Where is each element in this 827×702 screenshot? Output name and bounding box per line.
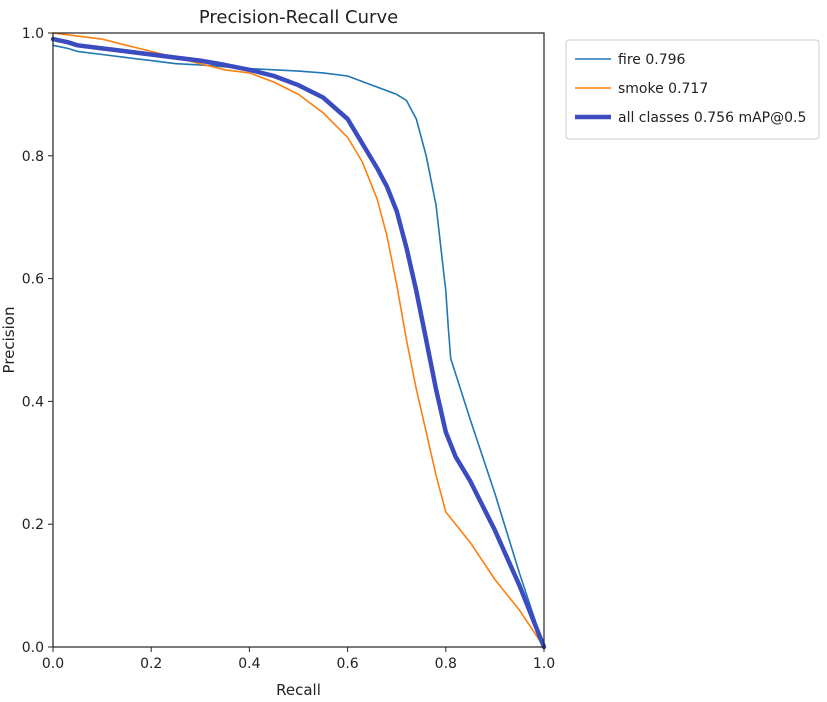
x-tick-label: 0.8 <box>435 656 457 672</box>
legend-box <box>565 39 820 140</box>
x-tick-label: 0.6 <box>336 656 358 672</box>
x-axis-ticks: 0.0 0.2 0.4 0.6 0.8 1.0 <box>42 647 555 672</box>
x-tick-label: 0.0 <box>42 656 64 672</box>
y-tick-label: 1.0 <box>22 26 44 42</box>
y-tick-label: 0.8 <box>22 149 44 165</box>
series-line-all-classes <box>50 36 547 650</box>
y-axis-ticks: 0.0 0.2 0.4 0.6 0.8 1.0 <box>22 26 53 656</box>
x-tick-label: 0.2 <box>140 656 162 672</box>
legend-label: fire 0.796 <box>618 52 686 68</box>
x-axis-title: Recall <box>276 681 321 699</box>
curves-layer <box>50 32 547 650</box>
legend-label: all classes 0.756 mAP@0.5 <box>618 110 806 126</box>
y-axis-title: Precision <box>0 307 18 374</box>
y-tick-label: 0.2 <box>22 517 44 533</box>
legend-label: smoke 0.717 <box>618 81 708 97</box>
x-tick-label: 0.4 <box>238 656 260 672</box>
legend: fire 0.796 smoke 0.717 all classes 0.756 m… <box>565 39 820 140</box>
y-tick-label: 0.4 <box>22 394 44 410</box>
chart-title: Precision-Recall Curve <box>199 7 398 28</box>
y-tick-label: 0.0 <box>22 640 44 656</box>
series-line-smoke <box>52 32 545 648</box>
series-line-fire <box>52 44 545 648</box>
plot-frame <box>52 32 545 648</box>
y-tick-label: 0.6 <box>22 272 44 288</box>
x-tick-label: 1.0 <box>533 656 555 672</box>
